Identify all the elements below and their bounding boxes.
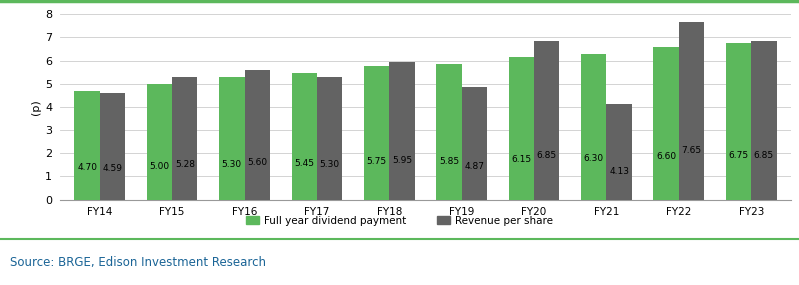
Bar: [389, 62, 415, 200]
Bar: [172, 77, 197, 200]
Text: 6.85: 6.85: [753, 151, 774, 160]
Bar: [147, 84, 172, 200]
Bar: [292, 73, 317, 200]
Text: 5.95: 5.95: [392, 156, 412, 165]
Bar: [100, 93, 125, 200]
Text: 4.13: 4.13: [609, 167, 629, 176]
Bar: [462, 87, 487, 200]
Text: 4.87: 4.87: [464, 162, 484, 171]
Bar: [219, 77, 244, 200]
Text: 6.30: 6.30: [584, 154, 604, 163]
Text: 5.28: 5.28: [175, 160, 195, 169]
Text: 5.85: 5.85: [439, 157, 459, 166]
Text: 5.60: 5.60: [247, 158, 267, 167]
Bar: [244, 70, 270, 200]
Text: 4.70: 4.70: [77, 163, 97, 172]
Legend: Full year dividend payment, Revenue per share: Full year dividend payment, Revenue per …: [242, 211, 557, 230]
Bar: [509, 57, 534, 199]
Text: 6.60: 6.60: [656, 152, 676, 161]
Text: Source: BRGE, Edison Investment Research: Source: BRGE, Edison Investment Research: [10, 256, 265, 269]
Bar: [74, 91, 100, 200]
Text: 6.85: 6.85: [537, 151, 557, 160]
Text: 6.75: 6.75: [729, 151, 749, 160]
Text: 5.00: 5.00: [149, 162, 169, 170]
Bar: [654, 47, 679, 200]
Bar: [581, 54, 606, 200]
Text: 5.30: 5.30: [320, 160, 340, 169]
Bar: [751, 41, 777, 199]
Bar: [725, 43, 751, 199]
Bar: [317, 77, 342, 200]
Y-axis label: (p): (p): [31, 99, 41, 115]
Text: 6.15: 6.15: [511, 155, 531, 164]
Text: 4.59: 4.59: [102, 164, 122, 173]
Bar: [436, 64, 462, 200]
Text: 7.65: 7.65: [682, 146, 702, 155]
Text: 5.75: 5.75: [367, 157, 387, 166]
Bar: [679, 22, 704, 200]
Bar: [364, 66, 389, 200]
Bar: [534, 41, 559, 199]
Bar: [606, 104, 632, 200]
Text: 5.45: 5.45: [294, 159, 314, 168]
Text: 5.30: 5.30: [222, 160, 242, 169]
